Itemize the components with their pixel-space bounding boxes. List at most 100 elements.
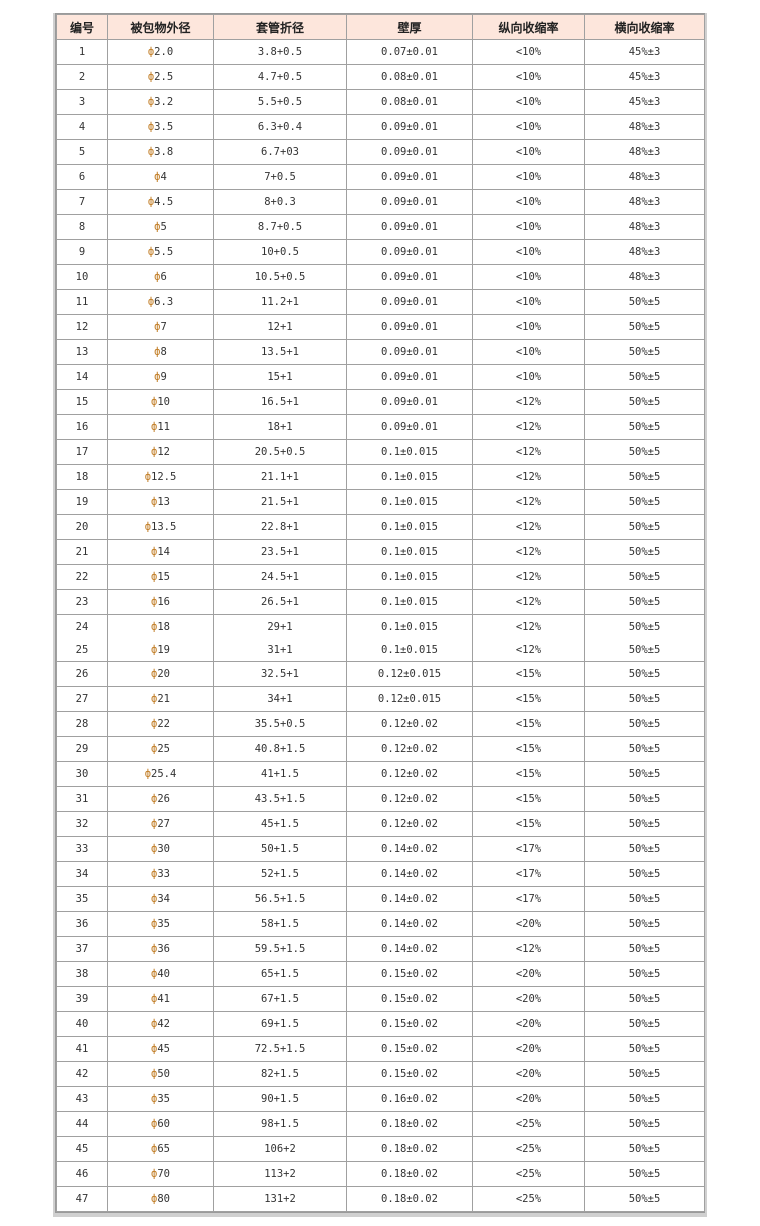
table-row: 47 ф80 131+2 0.18±0.02 <25% 50%±5 — [56, 1186, 705, 1212]
cell-longitudinal-shrink: <10% — [472, 114, 585, 140]
cell-number: 15 — [56, 389, 108, 415]
cell-number: 1 — [56, 39, 108, 65]
cell-number: 42 — [56, 1061, 108, 1087]
cell-number: 6 — [56, 164, 108, 190]
cell-number: 5 — [56, 139, 108, 165]
table-row: 36 ф35 58+1.5 0.14±0.02 <20% 50%±5 — [56, 911, 705, 937]
cell-transverse-shrink: 50%±5 — [584, 364, 705, 390]
cell-longitudinal-shrink: <12% — [472, 439, 585, 465]
diameter-value: 2.0 — [154, 46, 174, 58]
diameter-value: 26 — [157, 793, 170, 805]
cell-number: 20 — [56, 514, 108, 540]
table-row: 16 ф11 18+1 0.09±0.01 <12% 50%±5 — [56, 414, 705, 440]
cell-number: 37 — [56, 936, 108, 962]
cell-wrapped-od: ф3.8 — [107, 139, 214, 165]
table-row: 28 ф22 35.5+0.5 0.12±0.02 <15% 50%±5 — [56, 711, 705, 737]
cell-transverse-shrink: 50%±5 — [584, 1136, 705, 1162]
cell-longitudinal-shrink: <20% — [472, 1061, 585, 1087]
phi-symbol: ф — [154, 171, 161, 183]
cell-wrapped-od: ф30 — [107, 836, 214, 862]
cell-longitudinal-shrink: <12% — [472, 389, 585, 415]
cell-wall-thickness: 0.09±0.01 — [346, 339, 473, 365]
cell-flat-width: 22.8+1 — [213, 514, 347, 540]
cell-transverse-shrink: 50%±5 — [584, 661, 705, 687]
cell-flat-width: 40.8+1.5 — [213, 736, 347, 762]
table-row: 17 ф12 20.5+0.5 0.1±0.015 <12% 50%±5 — [56, 439, 705, 465]
table-row: 30 ф25.4 41+1.5 0.12±0.02 <15% 50%±5 — [56, 761, 705, 787]
cell-wrapped-od: ф35 — [107, 911, 214, 937]
cell-wrapped-od: ф7 — [107, 314, 214, 340]
cell-wrapped-od: ф16 — [107, 589, 214, 615]
diameter-value: 45 — [157, 1043, 170, 1055]
diameter-value: 13 — [157, 496, 170, 508]
cell-wall-thickness: 0.1±0.015 — [346, 564, 473, 590]
cell-longitudinal-shrink: <17% — [472, 836, 585, 862]
cell-number: 32 — [56, 811, 108, 837]
cell-wrapped-od: ф13 — [107, 489, 214, 515]
cell-longitudinal-shrink: <12% — [472, 514, 585, 540]
cell-number: 18 — [56, 464, 108, 490]
cell-longitudinal-shrink: <15% — [472, 761, 585, 787]
cell-transverse-shrink: 50%±5 — [584, 986, 705, 1012]
cell-wall-thickness: 0.1±0.015 — [346, 638, 473, 662]
cell-flat-width: 18+1 — [213, 414, 347, 440]
diameter-value: 5 — [160, 221, 167, 233]
cell-flat-width: 67+1.5 — [213, 986, 347, 1012]
table-row: 10 ф6 10.5+0.5 0.09±0.01 <10% 48%±3 — [56, 264, 705, 290]
cell-transverse-shrink: 50%±5 — [584, 686, 705, 712]
cell-wall-thickness: 0.1±0.015 — [346, 464, 473, 490]
diameter-value: 40 — [157, 968, 170, 980]
cell-flat-width: 98+1.5 — [213, 1111, 347, 1137]
cell-wrapped-od: ф12.5 — [107, 464, 214, 490]
phi-symbol: ф — [144, 471, 152, 483]
cell-transverse-shrink: 50%±5 — [584, 861, 705, 887]
cell-wrapped-od: ф18 — [107, 614, 214, 638]
cell-transverse-shrink: 45%±3 — [584, 64, 705, 90]
cell-flat-width: 21.5+1 — [213, 489, 347, 515]
table-row: 12 ф7 12+1 0.09±0.01 <10% 50%±5 — [56, 314, 705, 340]
cell-flat-width: 43.5+1.5 — [213, 786, 347, 812]
table-row: 25 ф19 31+1 0.1±0.015 <12% 50%±5 — [56, 638, 705, 662]
cell-longitudinal-shrink: <15% — [472, 786, 585, 812]
diameter-value: 9 — [160, 371, 167, 383]
phi-symbol: ф — [151, 1018, 158, 1030]
cell-number: 2 — [56, 64, 108, 90]
cell-wall-thickness: 0.14±0.02 — [346, 861, 473, 887]
cell-transverse-shrink: 50%±5 — [584, 886, 705, 912]
header-longitudinal-shrink: 纵向收缩率 — [472, 14, 585, 40]
phi-symbol: ф — [151, 918, 158, 930]
cell-longitudinal-shrink: <10% — [472, 39, 585, 65]
header-transverse-shrink: 横向收缩率 — [584, 14, 705, 40]
cell-number: 35 — [56, 886, 108, 912]
cell-wall-thickness: 0.09±0.01 — [346, 139, 473, 165]
cell-transverse-shrink: 50%±5 — [584, 811, 705, 837]
phi-symbol: ф — [151, 1093, 158, 1105]
table-row: 35 ф34 56.5+1.5 0.14±0.02 <17% 50%±5 — [56, 886, 705, 912]
cell-wall-thickness: 0.15±0.02 — [346, 1036, 473, 1062]
table-row: 22 ф15 24.5+1 0.1±0.015 <12% 50%±5 — [56, 564, 705, 590]
cell-wall-thickness: 0.15±0.02 — [346, 986, 473, 1012]
cell-flat-width: 45+1.5 — [213, 811, 347, 837]
table-row: 19 ф13 21.5+1 0.1±0.015 <12% 50%±5 — [56, 489, 705, 515]
cell-flat-width: 65+1.5 — [213, 961, 347, 987]
cell-wall-thickness: 0.07±0.01 — [346, 39, 473, 65]
cell-flat-width: 72.5+1.5 — [213, 1036, 347, 1062]
cell-longitudinal-shrink: <12% — [472, 589, 585, 615]
cell-longitudinal-shrink: <17% — [472, 861, 585, 887]
cell-wrapped-od: ф19 — [107, 638, 214, 662]
table-row: 13 ф8 13.5+1 0.09±0.01 <10% 50%±5 — [56, 339, 705, 365]
table-row: 33 ф30 50+1.5 0.14±0.02 <17% 50%±5 — [56, 836, 705, 862]
table-row: 31 ф26 43.5+1.5 0.12±0.02 <15% 50%±5 — [56, 786, 705, 812]
phi-symbol: ф — [147, 46, 155, 58]
cell-wrapped-od: ф40 — [107, 961, 214, 987]
cell-transverse-shrink: 50%±5 — [584, 1036, 705, 1062]
cell-longitudinal-shrink: <15% — [472, 736, 585, 762]
cell-flat-width: 7+0.5 — [213, 164, 347, 190]
phi-symbol: ф — [147, 296, 155, 308]
phi-symbol: ф — [151, 843, 158, 855]
cell-longitudinal-shrink: <15% — [472, 686, 585, 712]
phi-symbol: ф — [151, 620, 158, 633]
cell-number: 8 — [56, 214, 108, 240]
cell-flat-width: 5.5+0.5 — [213, 89, 347, 115]
phi-symbol: ф — [151, 818, 158, 830]
